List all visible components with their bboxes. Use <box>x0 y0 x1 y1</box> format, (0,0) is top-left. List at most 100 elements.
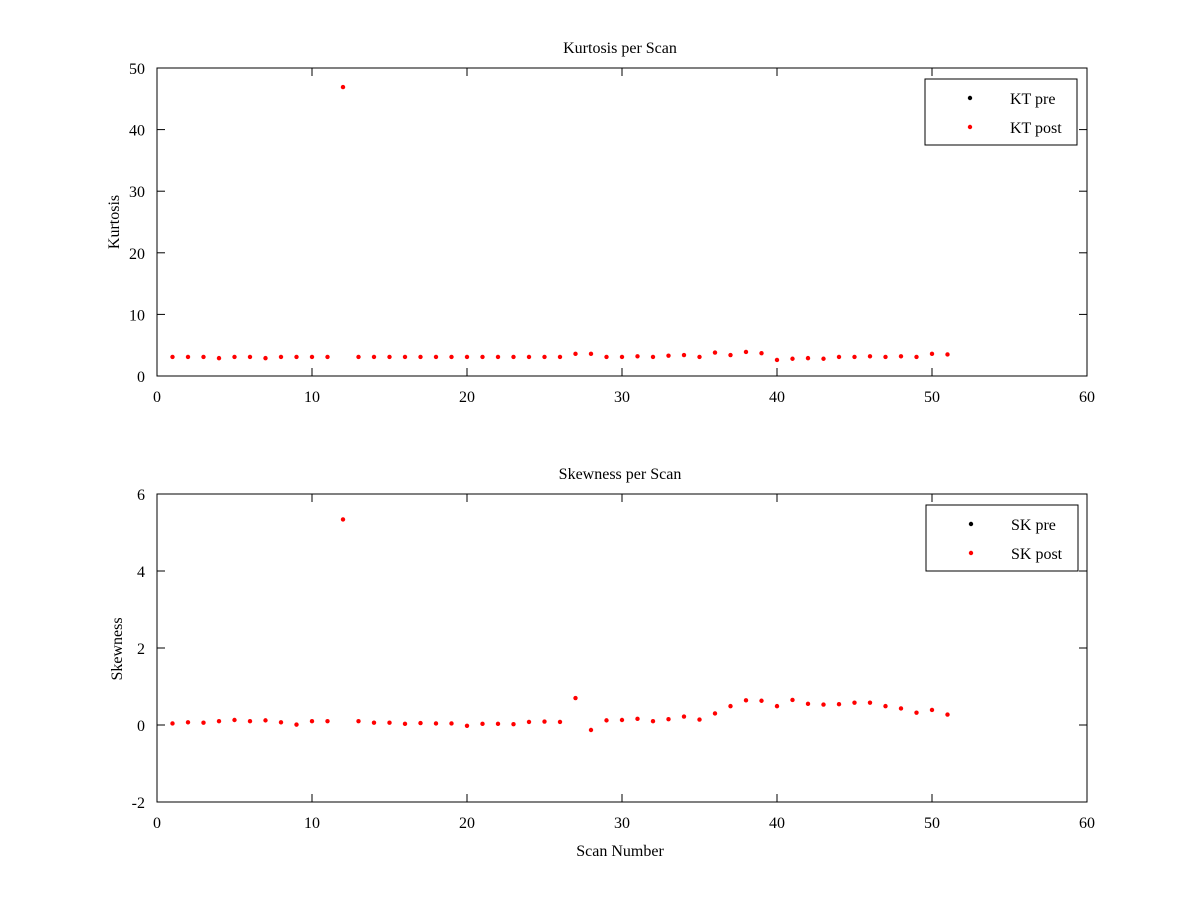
skewness-series-1-point <box>294 722 299 727</box>
kurtosis-y-tick-label: 0 <box>137 369 145 386</box>
skewness-series-1-point <box>712 711 718 716</box>
kurtosis-series-1-point <box>898 354 904 359</box>
kurtosis-series-1-point <box>619 354 625 360</box>
skewness-legend: SK pre SK post <box>925 504 1079 572</box>
kurtosis-series-1-point <box>945 352 950 357</box>
skewness-legend-marker <box>968 550 974 556</box>
skewness-y-tick-label: 0 <box>137 718 145 735</box>
kurtosis-series-1-point <box>914 354 919 360</box>
skewness-xlabel: Scan Number <box>576 843 664 860</box>
kurtosis-series-1-point <box>883 354 888 360</box>
skewness-series-1-point <box>557 719 563 725</box>
skewness-series-1-point <box>387 720 392 725</box>
kurtosis-series-1-point <box>774 357 780 363</box>
kurtosis-x-tick-label: 30 <box>614 389 630 406</box>
skewness-series-1-point <box>774 703 780 709</box>
kurtosis-series-1-point <box>821 356 826 361</box>
skewness-title: Skewness per Scan <box>559 466 682 483</box>
skewness-series-1-point <box>511 722 516 727</box>
skewness-series-1-point <box>325 718 330 724</box>
kurtosis-series-1-point <box>309 354 315 360</box>
kurtosis-y-tick-label: 50 <box>129 61 145 78</box>
skewness-series-1-point <box>619 717 625 723</box>
kurtosis-series-1-point <box>805 355 811 361</box>
kurtosis-series-1-point <box>480 354 485 360</box>
kurtosis-y-tick-label: 10 <box>129 307 145 324</box>
kurtosis-panel: Kurtosis per Scan Kurtosis 0 10 20 30 40 50 60… <box>106 40 1095 406</box>
skewness-x-tick-label: 20 <box>459 815 475 832</box>
kurtosis-y-tick-label: 20 <box>129 246 145 263</box>
skewness-series-1-point <box>480 721 485 727</box>
skewness-series-1-point <box>356 718 361 724</box>
skewness-series-1-point <box>743 698 749 703</box>
skewness-series-1-point <box>232 717 237 723</box>
skewness-legend-label: SK pre <box>1011 517 1056 534</box>
skewness-series-1-point <box>821 702 826 707</box>
kurtosis-series-1-point <box>464 354 470 360</box>
kurtosis-series-1-point <box>836 354 842 360</box>
kurtosis-series-1-point <box>325 354 330 360</box>
kurtosis-series-1-point <box>294 354 299 360</box>
skewness-x-tick-label: 0 <box>153 815 161 832</box>
skewness-x-tick-label: 30 <box>614 815 630 832</box>
skewness-series-1-point <box>883 703 888 709</box>
kurtosis-series-1-point <box>495 354 501 360</box>
kurtosis-series-1-point <box>666 353 671 358</box>
skewness-series-1-point <box>588 727 594 733</box>
kurtosis-series-1-point <box>433 354 439 360</box>
kurtosis-x-tick-label: 60 <box>1079 389 1095 406</box>
kurtosis-series-1-point <box>650 354 656 360</box>
skewness-y-tick-label: 6 <box>137 487 145 504</box>
kurtosis-legend-label: KT post <box>1010 120 1062 137</box>
skewness-series-1-point <box>898 706 904 711</box>
skewness-series-1-point <box>402 721 408 727</box>
skewness-series-1-point <box>216 718 222 724</box>
kurtosis-series-1-point <box>232 354 237 360</box>
skewness-series-1-point <box>418 720 423 726</box>
skewness-series-1-point <box>495 721 501 727</box>
kurtosis-series-1-point <box>340 84 346 90</box>
skewness-x-tick-label: 60 <box>1079 815 1095 832</box>
kurtosis-series-1-point <box>557 354 563 360</box>
kurtosis-series-1-point <box>743 349 749 355</box>
kurtosis-series-1-point <box>712 350 718 355</box>
skewness-series-1-point <box>635 716 640 722</box>
skewness-series-1-point <box>433 721 439 726</box>
skewness-series-1-point <box>929 707 935 713</box>
kurtosis-series-1-point <box>681 352 687 358</box>
kurtosis-series-1-point <box>402 354 408 360</box>
skewness-series-1-point <box>681 714 687 719</box>
kurtosis-series-1-point <box>387 354 392 360</box>
kurtosis-series-1-point <box>697 354 702 360</box>
skewness-series-1-point <box>309 718 315 724</box>
kurtosis-legend: KT pre KT post <box>924 78 1078 146</box>
skewness-series-1-point <box>790 697 795 703</box>
skewness-series-1-point <box>666 717 671 722</box>
kurtosis-series-1-point <box>511 354 516 360</box>
skewness-series-1-point <box>573 695 578 701</box>
kurtosis-series-1-point <box>216 355 222 361</box>
skewness-series-1-point <box>945 712 950 717</box>
kurtosis-x-tick-label: 50 <box>924 389 940 406</box>
kurtosis-series-1-point <box>604 354 609 360</box>
kurtosis-x-tick-label: 10 <box>304 389 320 406</box>
skewness-series-1-point <box>371 720 377 725</box>
kurtosis-series-1-point <box>790 356 795 361</box>
skewness-series-1-point <box>697 717 702 722</box>
kurtosis-series-1-point <box>852 354 857 360</box>
kurtosis-legend-marker <box>967 124 973 130</box>
skewness-series-1-point <box>650 718 656 724</box>
skewness-series-1-point <box>526 719 532 725</box>
kurtosis-series-1-point <box>542 354 547 360</box>
skewness-ylabel: Skewness <box>109 617 126 680</box>
skewness-series-1-point <box>263 718 268 723</box>
skewness-series-1-point <box>805 701 811 707</box>
kurtosis-series-1-point <box>185 354 191 360</box>
kurtosis-series-1-point <box>278 354 284 360</box>
skewness-series-1-point <box>852 700 857 705</box>
kurtosis-y-tick-label: 30 <box>129 184 145 201</box>
kurtosis-series-1-point <box>170 354 175 360</box>
skewness-x-tick-label: 50 <box>924 815 940 832</box>
kurtosis-x-tick-label: 40 <box>769 389 785 406</box>
